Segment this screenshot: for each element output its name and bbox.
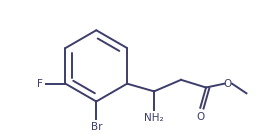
Text: F: F <box>37 79 43 89</box>
Text: NH₂: NH₂ <box>144 113 164 123</box>
Text: Br: Br <box>91 122 102 132</box>
Text: O: O <box>196 112 204 122</box>
Text: O: O <box>223 79 231 89</box>
